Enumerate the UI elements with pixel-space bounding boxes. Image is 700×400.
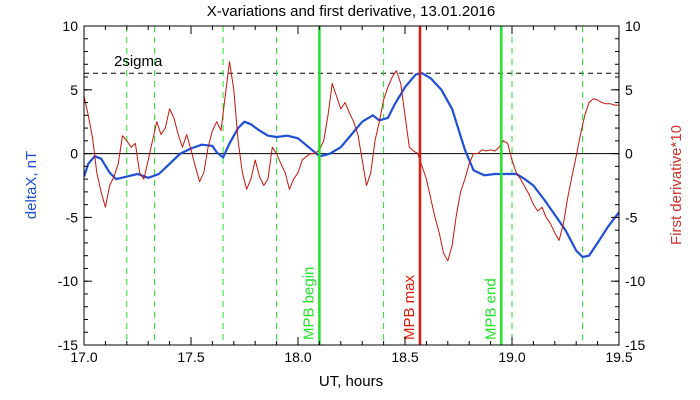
y-tick-label-right: 5 <box>625 82 633 98</box>
y-tick-label-right: -5 <box>625 209 638 225</box>
x-axis-label: UT, hours <box>319 373 383 390</box>
derivative-series-line <box>84 61 619 262</box>
y-tick-label-right: -10 <box>625 273 645 289</box>
marker-lines: MPB begin MPB max MPB end <box>300 26 503 345</box>
y-tick-label-left: 10 <box>62 18 78 34</box>
mpb-end-label: MPB end <box>482 278 499 340</box>
x-tick-label: 18.0 <box>284 349 311 365</box>
y-axis-label-left: deltaX, nT <box>23 151 40 219</box>
plot-frame <box>83 25 620 346</box>
x-tick-label: 19.5 <box>605 349 632 365</box>
x-tick-label: 18.5 <box>391 349 418 365</box>
mpb-max-label: MPB max <box>401 274 418 340</box>
y-tick-label-left: -10 <box>58 273 78 289</box>
x-tick-label: 17.5 <box>177 349 204 365</box>
y-tick-label-left: -5 <box>66 209 79 225</box>
chart-title: X-variations and first derivative, 13.01… <box>207 3 496 20</box>
mpb-begin-label: MPB begin <box>300 267 317 340</box>
reference-lines <box>84 26 619 345</box>
y-tick-label-right: 10 <box>625 18 641 34</box>
axis-ticks: 17.0 17.5 18.0 18.5 19.0 19.5 10 5 0 -5 -10 -15 10 5 0… <box>58 18 646 365</box>
y-tick-label-left: 5 <box>70 82 78 98</box>
x-tick-label: 19.0 <box>498 349 525 365</box>
y-axis-label-right: First derivative*10 <box>668 125 685 245</box>
y-tick-label-right: -15 <box>625 337 645 353</box>
deltax-series-line <box>84 72 619 259</box>
y-tick-label-left: -15 <box>58 337 78 353</box>
y-tick-label-right: 0 <box>625 146 633 162</box>
y-tick-label-left: 0 <box>70 146 78 162</box>
series-layer <box>84 61 619 262</box>
sigma-label: 2sigma <box>114 53 163 70</box>
x-tick-label: 17.0 <box>70 349 97 365</box>
